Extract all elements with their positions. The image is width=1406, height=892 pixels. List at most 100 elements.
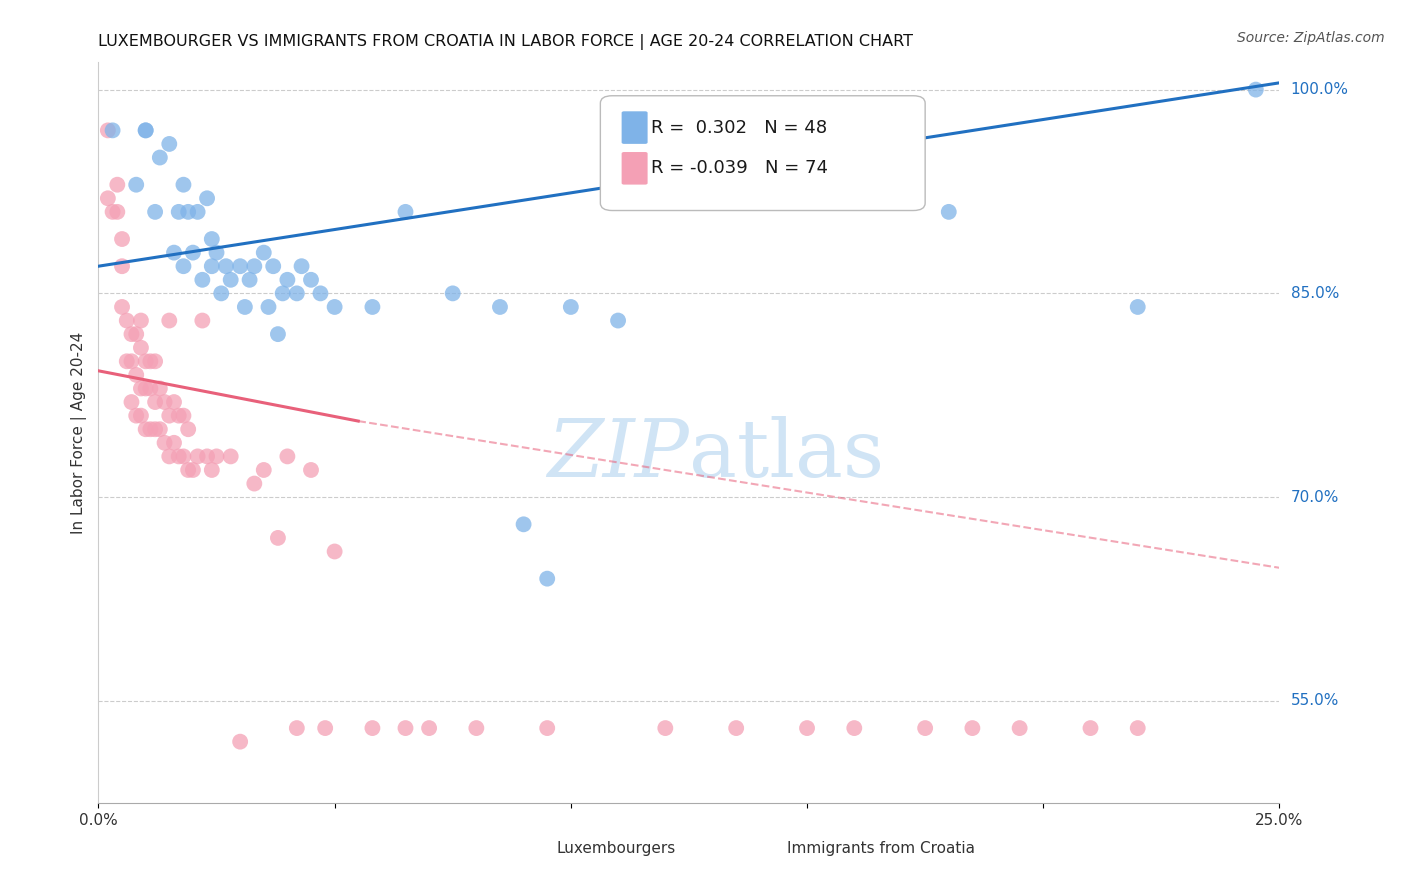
Text: R = -0.039   N = 74: R = -0.039 N = 74 <box>651 160 828 178</box>
Point <box>796 721 818 735</box>
Point <box>276 450 298 464</box>
Point <box>153 435 176 450</box>
Point <box>172 259 194 273</box>
Point <box>205 245 228 260</box>
Point <box>191 313 214 327</box>
Point <box>121 354 143 368</box>
Point <box>167 205 190 219</box>
Point <box>125 327 148 342</box>
Point <box>323 544 346 558</box>
Point <box>209 286 232 301</box>
Point <box>121 395 143 409</box>
Point <box>844 721 866 735</box>
Point <box>125 368 148 382</box>
Point <box>143 422 166 436</box>
Point <box>111 259 134 273</box>
Point <box>290 259 312 273</box>
Point <box>201 259 224 273</box>
Point <box>262 259 284 273</box>
Point <box>418 721 440 735</box>
Point <box>143 395 166 409</box>
Point <box>219 450 242 464</box>
Point <box>115 313 138 327</box>
FancyBboxPatch shape <box>752 836 782 862</box>
Point <box>201 232 224 246</box>
Point <box>323 300 346 314</box>
Point <box>125 409 148 423</box>
Point <box>938 205 960 219</box>
Point <box>121 327 143 342</box>
Text: LUXEMBOURGER VS IMMIGRANTS FROM CROATIA IN LABOR FORCE | AGE 20-24 CORRELATION C: LUXEMBOURGER VS IMMIGRANTS FROM CROATIA … <box>98 34 914 50</box>
Point <box>157 450 180 464</box>
Y-axis label: In Labor Force | Age 20-24: In Labor Force | Age 20-24 <box>72 332 87 533</box>
Point <box>101 123 124 137</box>
Text: Luxembourgers: Luxembourgers <box>557 841 676 856</box>
Point <box>167 450 190 464</box>
Point <box>172 409 194 423</box>
Point <box>191 273 214 287</box>
Point <box>441 286 464 301</box>
Point <box>489 300 512 314</box>
Text: 70.0%: 70.0% <box>1291 490 1339 505</box>
Point <box>153 395 176 409</box>
Point <box>1126 721 1149 735</box>
Point <box>285 286 308 301</box>
Point <box>135 354 157 368</box>
Point <box>229 259 252 273</box>
Point <box>167 409 190 423</box>
Point <box>149 151 172 165</box>
Point <box>149 382 172 396</box>
Point <box>157 313 180 327</box>
Point <box>215 259 238 273</box>
Point <box>962 721 984 735</box>
Point <box>172 450 194 464</box>
Point <box>299 463 322 477</box>
Point <box>253 245 276 260</box>
Text: 85.0%: 85.0% <box>1291 285 1339 301</box>
Point <box>177 463 200 477</box>
Point <box>361 300 384 314</box>
Point <box>111 232 134 246</box>
Point <box>177 422 200 436</box>
Point <box>233 300 256 314</box>
Text: 55.0%: 55.0% <box>1291 693 1339 708</box>
Point <box>97 191 120 205</box>
Point <box>267 531 290 545</box>
Point <box>139 422 162 436</box>
Point <box>97 123 120 137</box>
Point <box>725 721 748 735</box>
Point <box>205 450 228 464</box>
Point <box>560 300 582 314</box>
Point <box>139 354 162 368</box>
Point <box>1126 300 1149 314</box>
FancyBboxPatch shape <box>600 95 925 211</box>
Point <box>465 721 488 735</box>
Point <box>239 273 262 287</box>
Point <box>1244 82 1267 96</box>
Point <box>101 205 124 219</box>
Point <box>229 734 252 748</box>
Point <box>309 286 332 301</box>
Point <box>105 178 128 192</box>
Point <box>143 205 166 219</box>
Point <box>172 178 194 192</box>
Point <box>181 463 204 477</box>
Point <box>129 341 152 355</box>
Point <box>271 286 294 301</box>
Point <box>163 395 186 409</box>
Point <box>187 450 209 464</box>
Point <box>253 463 276 477</box>
Point <box>536 572 558 586</box>
Point <box>149 422 172 436</box>
Point <box>195 450 218 464</box>
Point <box>1080 721 1102 735</box>
Point <box>157 409 180 423</box>
Point <box>536 721 558 735</box>
Text: atlas: atlas <box>689 416 884 494</box>
Point <box>607 313 630 327</box>
Point <box>187 205 209 219</box>
Point <box>143 354 166 368</box>
FancyBboxPatch shape <box>621 112 648 144</box>
Point <box>201 463 224 477</box>
Point <box>181 245 204 260</box>
